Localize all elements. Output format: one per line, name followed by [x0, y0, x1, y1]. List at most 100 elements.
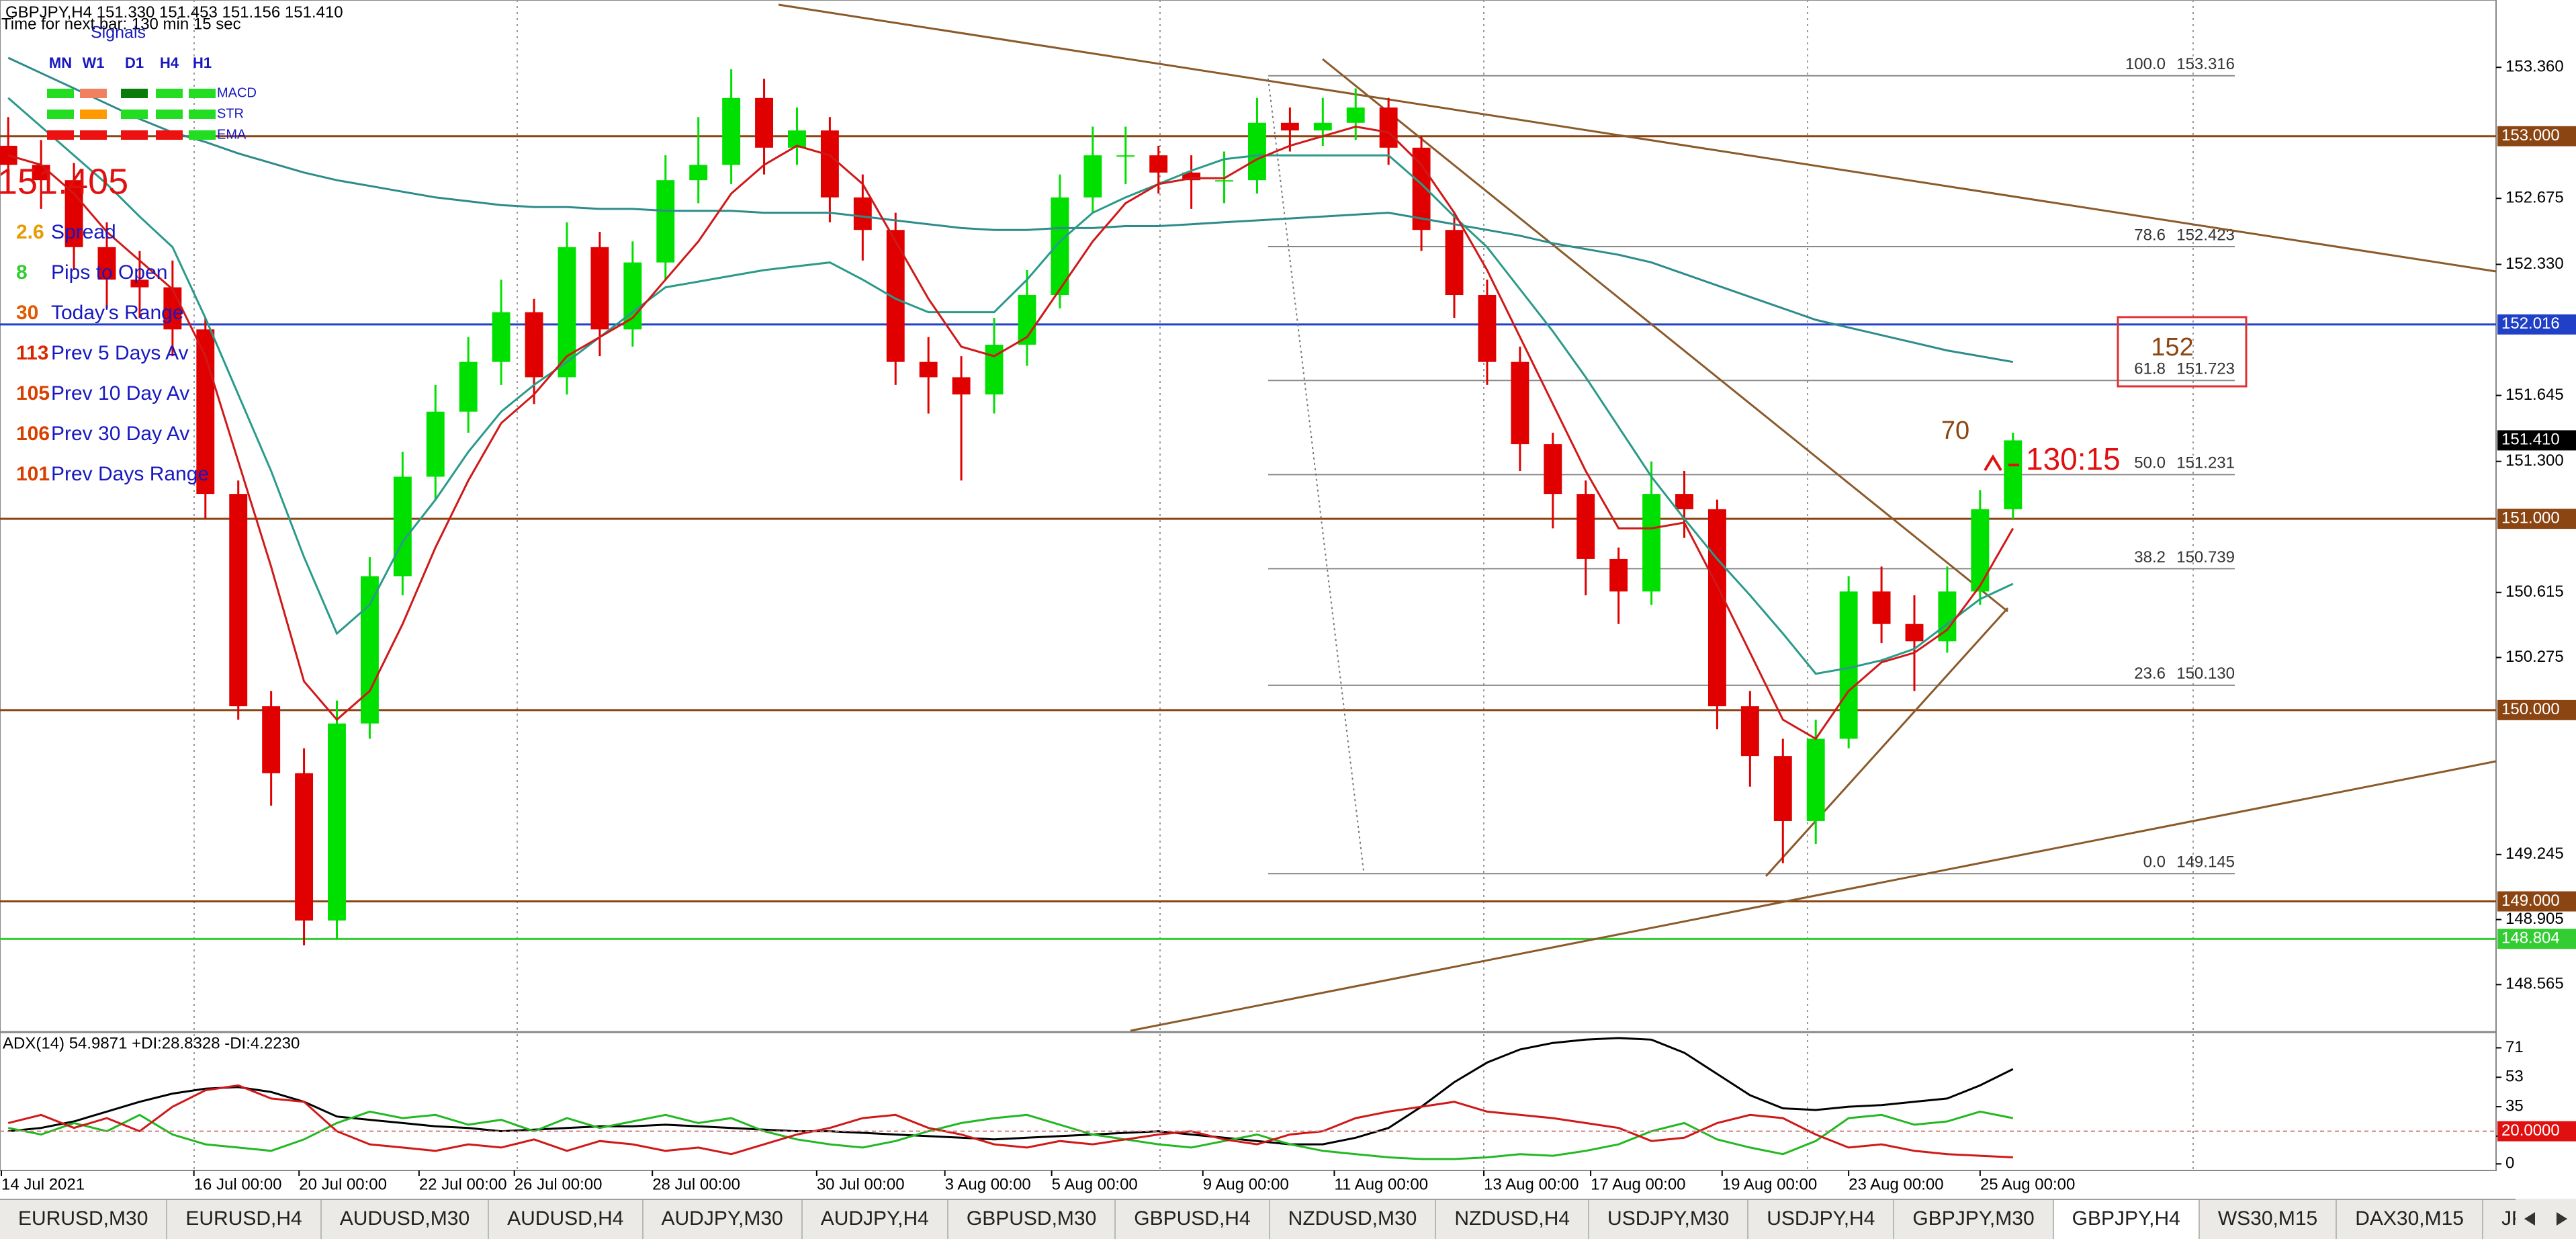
candle-body — [1872, 591, 1891, 624]
tab[interactable]: GBPUSD,M30 — [948, 1200, 1116, 1239]
y-tick-label: 151.300 — [2505, 452, 2564, 470]
candle-body — [656, 180, 675, 263]
indicator-title: ADX(14) 54.9871 +DI:28.8328 -DI:4.2230 — [3, 1034, 300, 1052]
candle-body — [1806, 738, 1825, 821]
candle-body — [1248, 122, 1266, 181]
bid-price: 151.405 — [0, 161, 128, 202]
candle-body — [1083, 155, 1102, 198]
x-tick-label: 25 Aug 00:00 — [1980, 1175, 2075, 1193]
level-label-bg — [2497, 929, 2576, 949]
candle-body — [689, 165, 708, 181]
prev-arrow[interactable] — [2524, 1212, 2535, 1226]
level-label: 149.000 — [2501, 892, 2560, 910]
trend-line — [1765, 607, 2009, 878]
candle-body — [722, 97, 741, 165]
candle-body — [64, 180, 83, 247]
candle-body — [262, 706, 281, 773]
candle-body — [590, 247, 609, 330]
level-label-bg — [2497, 1121, 2576, 1142]
fib-ratio: 78.6 — [2134, 226, 2166, 244]
fib-ratio: 38.2 — [2134, 548, 2166, 566]
last-price-label: 151.410 — [2501, 431, 2560, 449]
signal-cell — [156, 130, 183, 140]
tab[interactable]: AUDJPY,M30 — [643, 1200, 803, 1239]
x-tick-label: 28 Jul 00:00 — [652, 1175, 740, 1193]
y-tick-label: 150.615 — [2505, 583, 2564, 601]
candle-body — [623, 262, 642, 330]
fib-price: 150.130 — [2176, 665, 2235, 683]
level-label-bg — [2497, 509, 2576, 529]
tab[interactable]: AUDUSD,H4 — [489, 1200, 643, 1239]
signal-cell — [156, 110, 183, 119]
signals: MN W1 D1 H4 H1 MACD STR EMA — [47, 54, 257, 142]
fib-price: 151.231 — [2176, 454, 2235, 472]
tab-bar: EURUSD,M30 EURUSD,H4 AUDUSD,M30 AUDUSD,H4 AU… — [0, 1199, 2576, 1239]
signal-label: STR — [217, 106, 244, 121]
timeframe: H4 — [160, 54, 179, 71]
x-tick-label: 17 Aug 00:00 — [1591, 1175, 1685, 1193]
level-label: 152.016 — [2501, 314, 2560, 333]
tab[interactable]: WS30,M15 — [2200, 1200, 2338, 1239]
info-value: 106 — [16, 423, 50, 445]
candle-body — [919, 361, 938, 378]
tab[interactable]: GBPJPY,M30 — [1894, 1200, 2054, 1239]
fib-price: 150.739 — [2176, 548, 2235, 566]
indicator-line — [7, 1084, 2013, 1158]
y-tick-label: 149.245 — [2505, 845, 2564, 863]
info-value: 30 — [16, 302, 38, 324]
x-tick-label: 14 Jul 2021 — [1, 1175, 85, 1193]
trend-line — [1130, 760, 2497, 1032]
candle-body — [97, 247, 116, 280]
symbol: GBPJPY,H4 — [5, 3, 92, 22]
next-arrow[interactable] — [2557, 1212, 2567, 1226]
tab[interactable]: GBPJPY,H4 — [2053, 1200, 2200, 1239]
signal-cell — [47, 110, 74, 119]
candle-body — [1445, 230, 1464, 296]
fib-ratio: 0.0 — [2143, 853, 2166, 871]
candle-body — [1280, 122, 1299, 131]
x-tick-label: 11 Aug 00:00 — [1334, 1175, 1428, 1193]
signal-cell — [189, 89, 216, 98]
arrow-icon — [1984, 454, 2002, 472]
moving-average — [7, 97, 2014, 675]
tab-nav[interactable] — [2516, 1199, 2576, 1239]
tab[interactable]: NZDUSD,M30 — [1270, 1200, 1437, 1239]
y-tick-label: 152.675 — [2505, 189, 2564, 207]
level-label-bg — [2497, 314, 2576, 335]
x-tick-label: 3 Aug 00:00 — [945, 1175, 1031, 1193]
signal-cell — [121, 110, 148, 119]
candle-body — [1313, 122, 1332, 131]
fib-base-line — [1268, 78, 1364, 871]
tab[interactable]: EURUSD,H4 — [167, 1200, 322, 1239]
tab[interactable]: EURUSD,M30 — [0, 1200, 168, 1239]
vertical-grid — [193, 0, 2194, 1170]
tab[interactable]: NZDUSD,H4 — [1436, 1200, 1590, 1239]
candle-body — [820, 130, 839, 198]
tab[interactable]: GBPUSD,H4 — [1116, 1200, 1270, 1239]
tab[interactable]: DAX30,M15 — [2337, 1200, 2483, 1239]
tab[interactable]: USDJPY,M30 — [1589, 1200, 1749, 1239]
y-tick-label: 71 — [2505, 1038, 2524, 1056]
candle-body — [1149, 155, 1168, 173]
info-value: 2.6 — [16, 221, 44, 243]
tab[interactable]: AUDJPY,H4 — [803, 1200, 948, 1239]
fib-ratio: 100.0 — [2125, 55, 2166, 73]
info-label: Prev 30 Day Av — [51, 423, 189, 445]
candle-body — [1609, 558, 1628, 592]
candle-body — [1773, 756, 1792, 821]
signal-cell — [80, 130, 107, 140]
fib-price: 149.145 — [2176, 853, 2235, 871]
plot — [0, 56, 2023, 1160]
info-label: Pips to Open — [51, 261, 167, 284]
tab[interactable]: USDJPY,H4 — [1748, 1200, 1895, 1239]
candle-body — [1839, 591, 1858, 739]
y-tick-label: 150.275 — [2505, 648, 2564, 666]
candle-body — [1511, 361, 1529, 445]
candle-body — [1905, 624, 1924, 642]
level-label-bg — [2497, 891, 2576, 912]
candle-body — [1544, 444, 1562, 495]
tab-arrows[interactable] — [2519, 1209, 2573, 1229]
x-tick-label: 19 Aug 00:00 — [1722, 1175, 1817, 1193]
tab[interactable]: AUDUSD,M30 — [322, 1200, 490, 1239]
